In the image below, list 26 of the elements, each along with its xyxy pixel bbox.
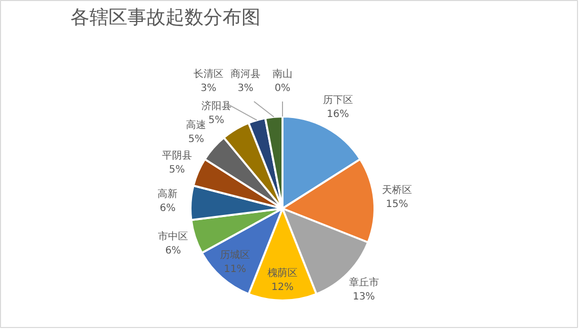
data-label: 5%	[188, 134, 204, 145]
slice-label: 平阴县	[162, 150, 192, 162]
data-label: 3%	[200, 83, 216, 94]
data-label: 16%	[326, 109, 350, 120]
slice-label: 市中区	[158, 230, 188, 243]
slice-label: 历城区	[220, 248, 250, 261]
slice-label: 高新	[158, 188, 178, 200]
data-label: 15%	[386, 199, 408, 210]
chart-title: 各辖区事故起数分布图	[70, 6, 260, 28]
slice-label: 历下区	[322, 95, 353, 106]
slice-label: 商河县	[230, 68, 260, 80]
data-label: 5%	[169, 164, 185, 176]
data-label: 11%	[224, 264, 246, 275]
data-label: 13%	[352, 291, 375, 302]
slice-label: 长清区	[194, 68, 224, 80]
slice-label: 高速	[186, 118, 206, 131]
data-label: 12%	[271, 282, 294, 293]
data-label: 3%	[238, 83, 254, 94]
data-label: 5%	[208, 114, 224, 126]
data-label: 6%	[160, 202, 176, 214]
slice-label: 章丘市	[348, 276, 379, 288]
category-label: 南山	[272, 69, 292, 80]
slice-label: 天桥区	[382, 184, 412, 196]
data-label: 6%	[165, 246, 182, 257]
slice-label: 槐荫区	[268, 266, 298, 279]
text: 0%	[274, 83, 290, 94]
